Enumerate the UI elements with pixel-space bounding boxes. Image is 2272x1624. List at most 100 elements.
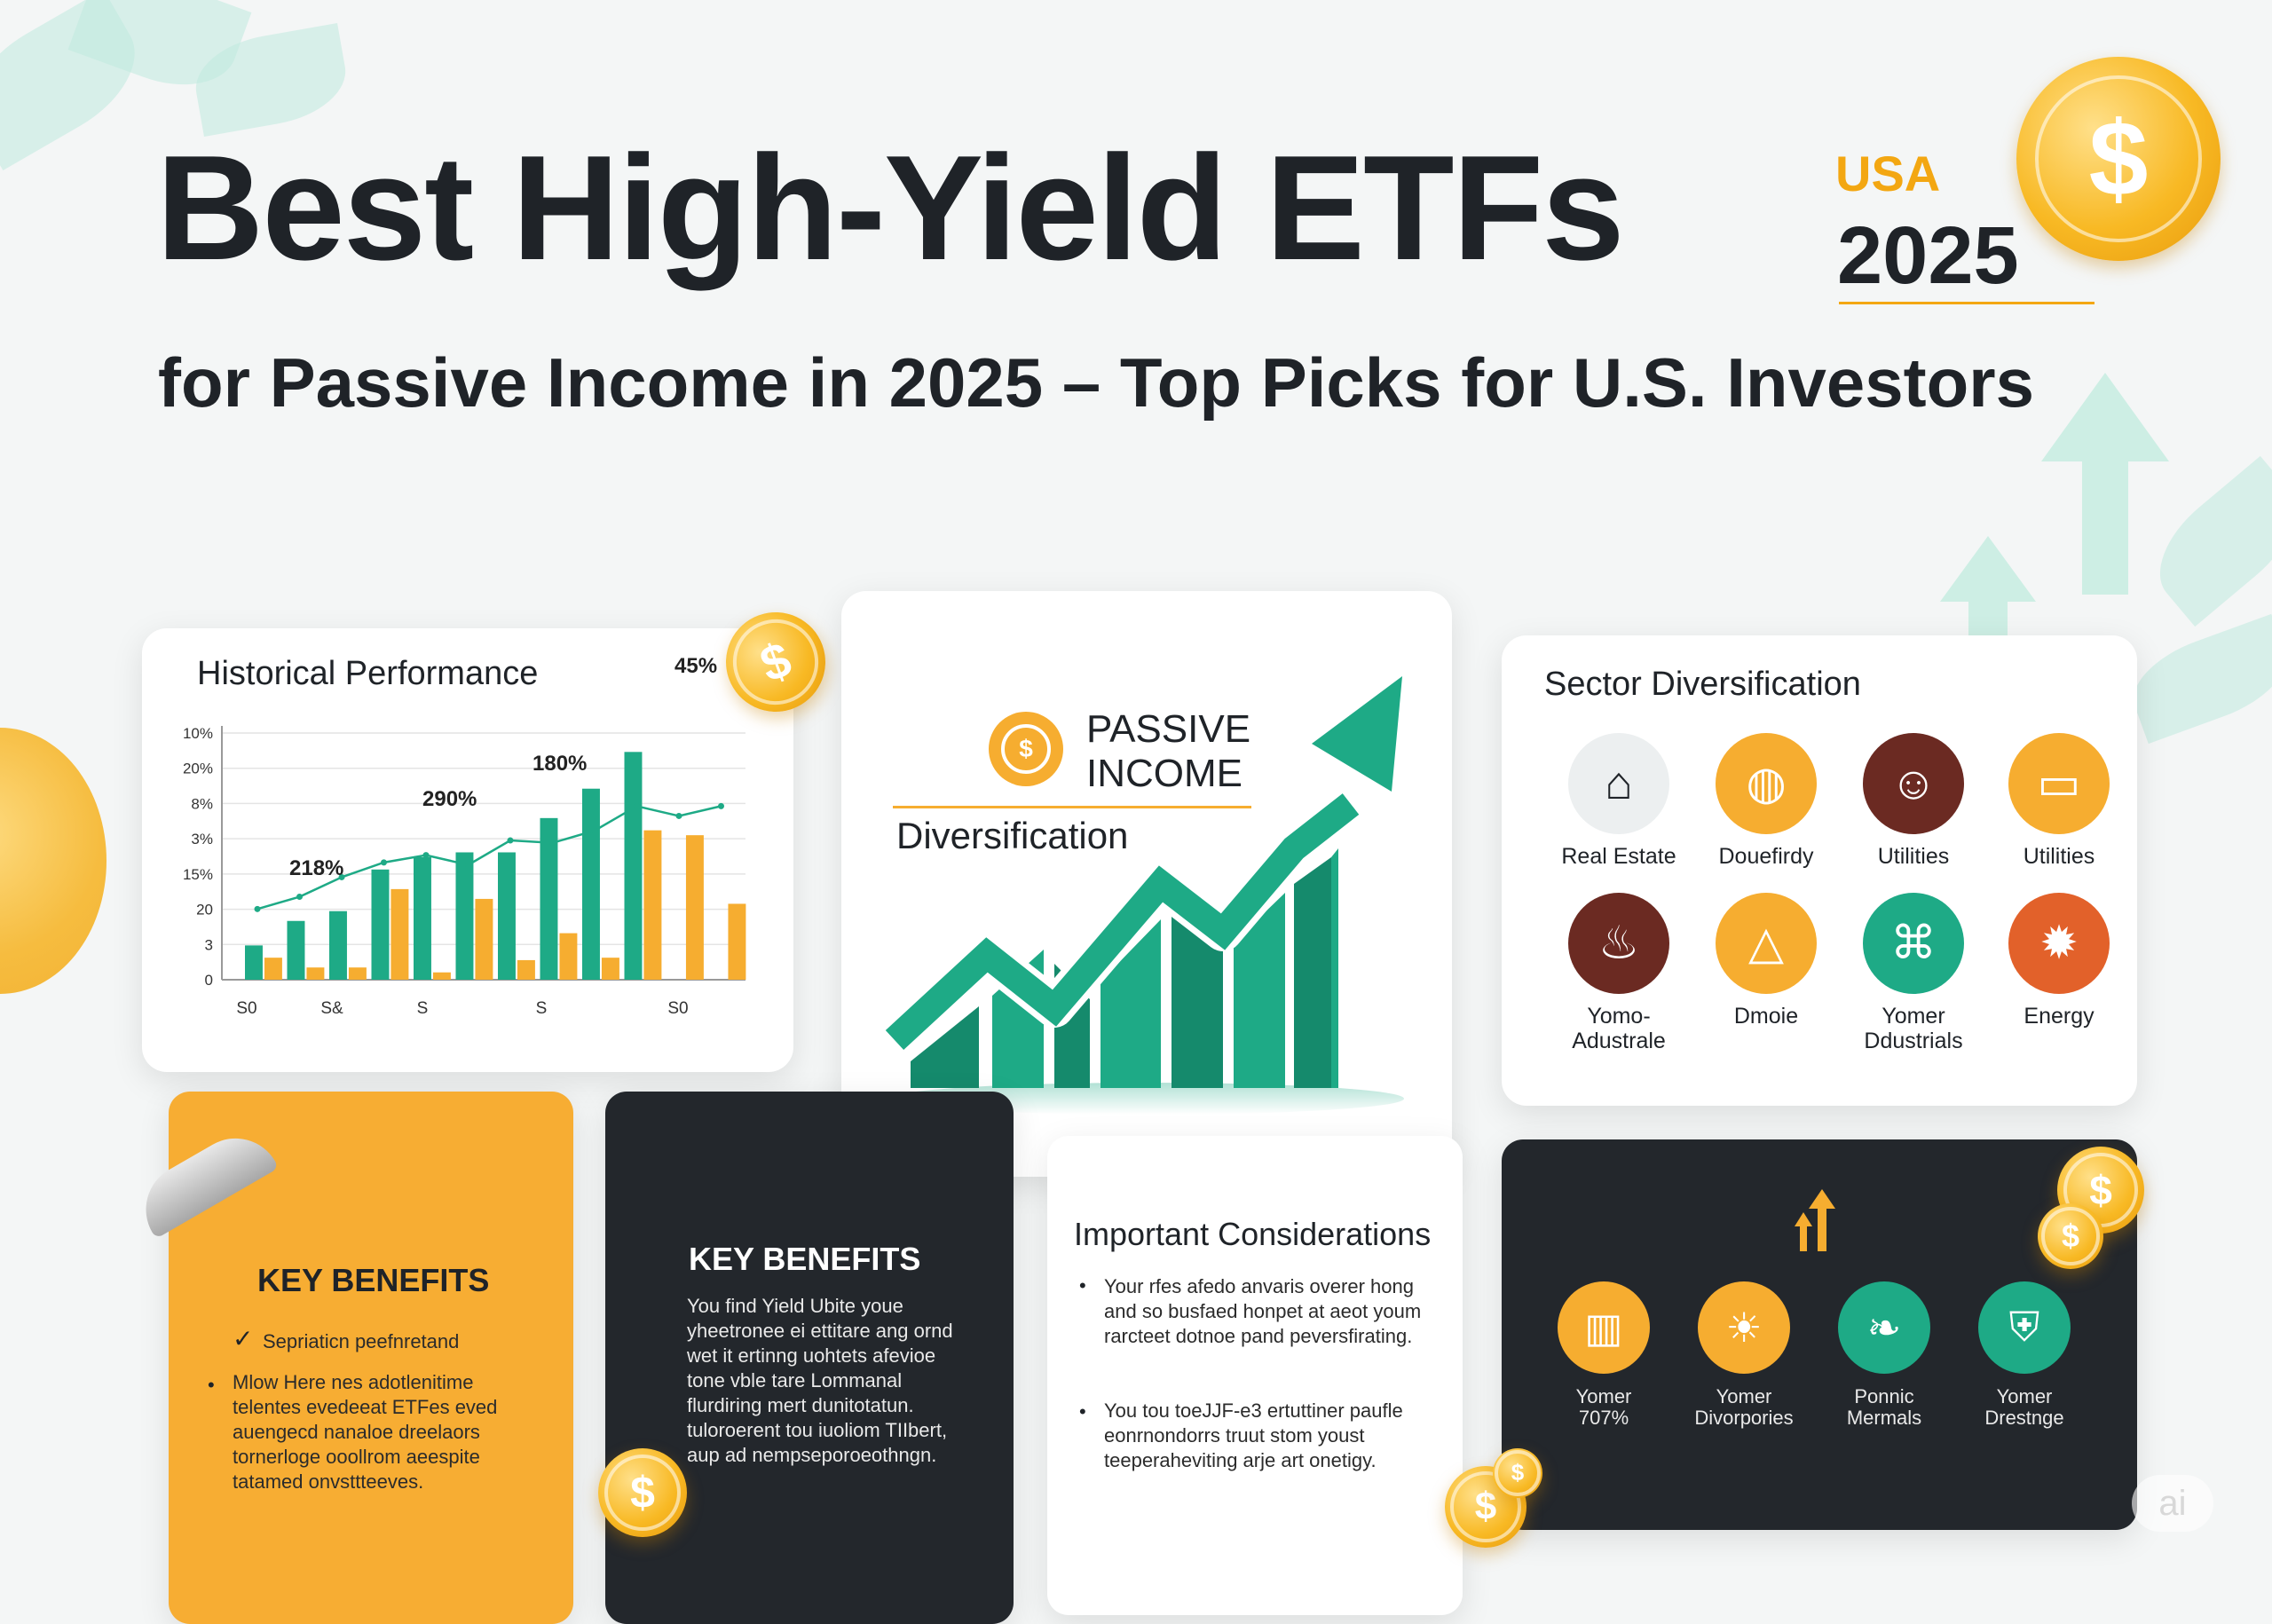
sector-label: Real Estate xyxy=(1561,844,1676,869)
background-arrow-icon xyxy=(1940,536,2036,602)
trend-point xyxy=(381,859,387,866)
watermark: ai xyxy=(2132,1475,2213,1532)
benefit-item: ❧ Ponnic Mermals xyxy=(1818,1281,1951,1429)
trend-point xyxy=(549,840,556,847)
teal-bar xyxy=(287,920,305,980)
page-subtitle: for Passive Income in 2025 – Top Picks f… xyxy=(158,343,2035,422)
background-arrow-icon xyxy=(2082,461,2128,595)
consideration-item: Your rfes afedo anvaris overer hong and … xyxy=(1104,1275,1422,1347)
historical-performance-card: Historical Performance 10% 20% 8% 3% 15% 20 3 0… xyxy=(142,628,793,1072)
benefits-icons-card: ▥ Yomer 707% ☀ Yomer Divorpories ❧ Ponnic Mer… xyxy=(1502,1139,2137,1530)
sector-label: Yomo- Adustrale xyxy=(1572,1004,1666,1053)
teal-bar xyxy=(455,852,474,980)
y-tick-label: 0 xyxy=(205,972,213,989)
sector-item: ♨ Yomo- Adustrale xyxy=(1548,893,1690,1053)
badge-country: USA xyxy=(1835,146,1941,201)
background-leaf-icon xyxy=(2121,613,2272,745)
orange-bar xyxy=(264,958,282,980)
dollar-coin-icon: $ xyxy=(598,1448,687,1537)
benefit-text: You find Yield Ubite youe yheetronee ei … xyxy=(687,1295,953,1466)
up-arrows-icon xyxy=(1795,1184,1857,1255)
historical-performance-chart: 10% 20% 8% 3% 15% 20 3 0 45% 180% 290% 218% S0 S& S S S0 xyxy=(183,654,746,1018)
check-icon: ✓ xyxy=(233,1325,254,1352)
sector-item: ⌘ Yomer Ddustrials xyxy=(1842,893,1984,1053)
important-considerations-card: Important Considerations • Your rfes afe… xyxy=(1047,1136,1463,1615)
card-title: Sector Diversification xyxy=(1544,666,1861,703)
annotation-label: 180% xyxy=(532,752,587,776)
diversification-label: Diversification xyxy=(896,815,1129,856)
x-tick-label: S xyxy=(536,999,548,1018)
sector-item: ◍ Douefirdy xyxy=(1695,733,1837,870)
orange-bar xyxy=(348,967,367,980)
page-title: Best High-Yield ETFs xyxy=(156,124,1625,291)
orange-bar xyxy=(432,972,451,980)
annotation-label: 45% xyxy=(674,654,717,678)
monitor-icon: ▭ xyxy=(2008,733,2110,834)
background-leaf-icon xyxy=(2137,455,2272,627)
teal-bar xyxy=(245,945,263,980)
bullet-icon: • xyxy=(208,1374,215,1396)
sector-item: ▭ Utilities xyxy=(1988,733,2130,870)
benefit-item: ⛨ Yomer Drestnge xyxy=(1958,1281,2091,1429)
passive-income-line2: INCOME xyxy=(1086,752,1242,795)
y-tick-label: 20% xyxy=(183,761,213,777)
sector-item: △ Dmoie xyxy=(1695,893,1837,1029)
sector-item: ⌂ Real Estate xyxy=(1548,733,1690,870)
shield-icon: ⛨ xyxy=(1978,1281,2071,1374)
teal-bar xyxy=(414,857,431,980)
dollar-coin-icon: $ xyxy=(2016,57,2221,261)
bullet-icon: • xyxy=(1079,1274,1086,1297)
teal-bar xyxy=(624,752,643,980)
trend-point xyxy=(507,837,514,844)
teal-bar xyxy=(540,817,558,980)
consideration-item: You tou toeJJF-e3 ertuttiner paufle eonr… xyxy=(1104,1399,1403,1471)
passive-income-line1: PASSIVE xyxy=(1086,707,1251,751)
trend-point xyxy=(422,852,430,859)
benefit-item: ☀ Yomer Divorpories xyxy=(1677,1281,1810,1429)
teal-bar xyxy=(498,852,516,980)
sector-label: Utilities xyxy=(2023,844,2095,869)
badge-year: 2025 xyxy=(1837,210,2019,301)
sector-item: ✹ Energy xyxy=(1988,893,2130,1029)
teal-bar xyxy=(582,788,600,980)
x-tick-label: S& xyxy=(320,999,343,1018)
leaf-icon: ❧ xyxy=(1838,1281,1930,1374)
sector-label: Douefirdy xyxy=(1718,844,1814,869)
bar-chart-icon: ▥ xyxy=(1558,1281,1650,1374)
annotation-label: 218% xyxy=(289,856,343,880)
benefit-item: ▥ Yomer 707% xyxy=(1537,1281,1670,1429)
sector-item: ☺ Utilities xyxy=(1842,733,1984,870)
dollar-coin-icon: $ xyxy=(2038,1203,2103,1269)
divider-line xyxy=(893,806,1251,808)
sector-label: Yomer Ddustrials xyxy=(1864,1004,1963,1053)
trend-point xyxy=(254,905,261,912)
key-benefits-heading: KEY BENEFITS xyxy=(689,1241,921,1277)
benefit-label: Yomer 707% xyxy=(1575,1385,1632,1429)
sector-label: Dmoie xyxy=(1733,1004,1799,1029)
sector-label: Utilities xyxy=(1877,844,1950,869)
orange-bar xyxy=(306,967,325,980)
x-tick-label: S xyxy=(417,999,429,1018)
passive-income-card: $ PASSIVE INCOME Diversification xyxy=(841,591,1452,1177)
bullet-icon: • xyxy=(1079,1400,1086,1423)
trend-line xyxy=(256,805,722,911)
benefit-label: Ponnic Mermals xyxy=(1846,1385,1922,1429)
considerations-heading: Important Considerations xyxy=(1074,1216,1432,1252)
orange-bar xyxy=(475,898,493,980)
globe-icon: ◍ xyxy=(1716,733,1817,834)
sector-diversification-card: Sector Diversification ⌂ Real Estate ◍ Doue… xyxy=(1502,635,2137,1106)
sunrise-icon: ☀ xyxy=(1698,1281,1790,1374)
key-benefits-heading: KEY BENEFITS xyxy=(257,1262,490,1298)
x-tick-label: S0 xyxy=(667,999,688,1018)
orange-bar xyxy=(685,835,704,980)
y-tick-label: 3% xyxy=(191,831,213,847)
orange-bar xyxy=(517,959,535,980)
trend-point xyxy=(296,894,303,901)
background-arrow-icon xyxy=(2041,373,2169,461)
teal-bar xyxy=(329,911,347,980)
x-tick-label: S0 xyxy=(236,999,256,1018)
orange-bar xyxy=(601,958,619,980)
trend-point xyxy=(338,873,345,880)
annotation-label: 290% xyxy=(422,787,477,811)
orange-bar xyxy=(728,903,746,980)
